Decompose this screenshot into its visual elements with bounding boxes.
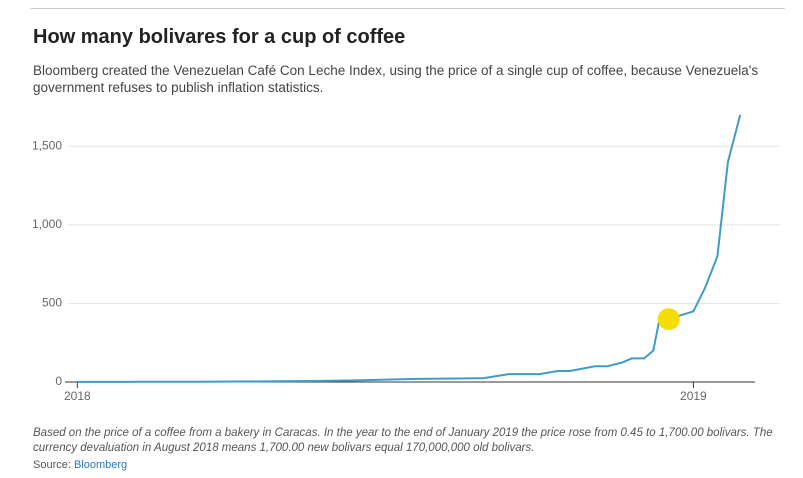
- highlight-marker: [657, 308, 680, 331]
- chart-title: How many bolivares for a cup of coffee: [33, 26, 406, 48]
- y-tick-label: 1,500: [32, 138, 62, 152]
- source: Source: Bloomberg: [33, 459, 127, 471]
- chart-note: Based on the price of a coffee from a ba…: [33, 427, 773, 454]
- x-tick-label: 2018: [64, 389, 91, 403]
- chart-subtitle: Bloomberg created the Venezuelan Café Co…: [33, 63, 759, 95]
- x-tick-label: 2019: [680, 389, 707, 403]
- y-tick-label: 0: [55, 374, 62, 388]
- data-line: [77, 114, 742, 383]
- source-link[interactable]: Bloomberg: [73, 459, 128, 471]
- source-label: Source:: [33, 459, 71, 471]
- y-tick-label: 500: [42, 296, 62, 310]
- top-rule: [30, 8, 785, 9]
- y-tick-label: 1,000: [32, 217, 62, 231]
